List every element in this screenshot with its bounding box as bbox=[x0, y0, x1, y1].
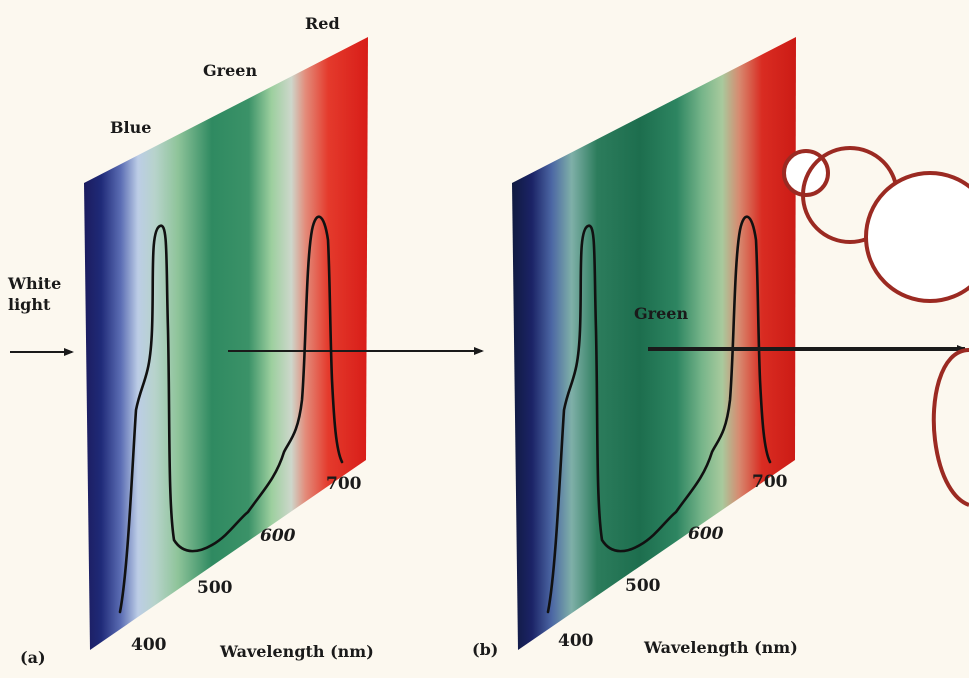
band-label-green: Green bbox=[203, 61, 258, 80]
band-label-blue: Blue bbox=[110, 118, 152, 137]
axis-title-b: Wavelength (nm) bbox=[644, 638, 798, 657]
absorption-curve-b bbox=[546, 215, 772, 614]
tick-600-b: 600 bbox=[688, 524, 724, 544]
spectrum-plane-a bbox=[84, 37, 368, 650]
panel-a bbox=[10, 37, 484, 650]
axis-title-a: Wavelength (nm) bbox=[220, 642, 374, 661]
tick-500-b: 500 bbox=[625, 576, 661, 596]
circle-large bbox=[864, 171, 969, 303]
panel-tag-b: (b) bbox=[472, 640, 499, 659]
tick-600-a: 600 bbox=[260, 526, 296, 546]
band-label-red: Red bbox=[305, 14, 340, 33]
tick-400-b: 400 bbox=[558, 631, 594, 651]
spectrum-plane-b bbox=[512, 37, 796, 650]
tick-700-b: 700 bbox=[752, 472, 788, 492]
decorative-circles bbox=[782, 146, 969, 507]
tick-500-a: 500 bbox=[197, 578, 233, 598]
panel-tag-a: (a) bbox=[20, 648, 46, 667]
tick-400-a: 400 bbox=[131, 635, 167, 655]
circle-partial bbox=[931, 348, 969, 507]
white-light-label-line1: White bbox=[8, 274, 62, 293]
transmitted-green-label: Green bbox=[634, 304, 689, 323]
absorption-curve-a bbox=[118, 215, 344, 614]
tick-700-a: 700 bbox=[326, 474, 362, 494]
white-light-label-line2: light bbox=[8, 295, 51, 314]
panel-b bbox=[512, 37, 967, 650]
